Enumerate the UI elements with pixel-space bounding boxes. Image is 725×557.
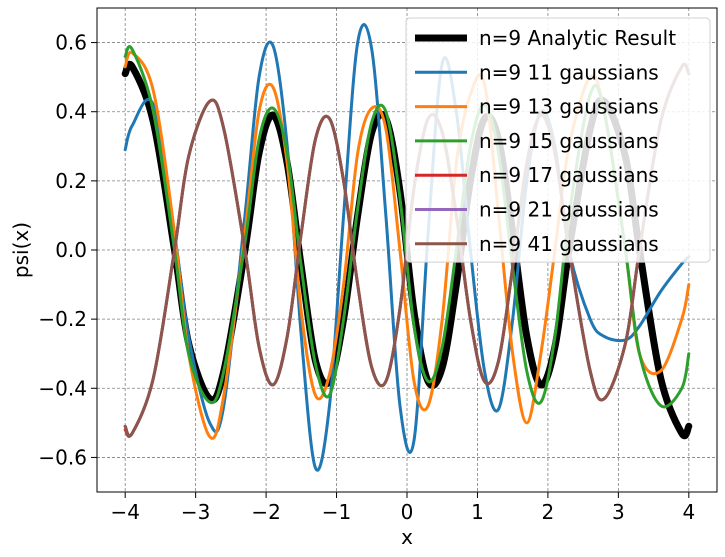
y-tick-label: 0.2 — [55, 169, 87, 193]
legend-label: n=9 21 gaussians — [479, 198, 659, 222]
axis-ticks: −4 −3 −2 −1 0 1 2 3 4 −0.6 −0.4 −0.2 0.0 0.2 0.4 0.6 — [38, 31, 695, 524]
legend: n=9 Analytic Result n=9 11 gaussians n=9 1… — [405, 17, 711, 263]
y-tick-label: −0.6 — [38, 445, 87, 469]
legend-label: n=9 15 gaussians — [479, 129, 659, 153]
x-axis-label: x — [401, 525, 413, 549]
y-tick-label: 0.4 — [55, 100, 87, 124]
y-tick-label: 0.0 — [55, 238, 87, 262]
x-tick-label: 1 — [471, 500, 484, 524]
y-tick-label: 0.6 — [55, 31, 87, 55]
legend-label: n=9 13 gaussians — [479, 95, 659, 119]
x-tick-label: 2 — [542, 500, 555, 524]
legend-label: n=9 Analytic Result — [479, 26, 676, 50]
y-tick-label: −0.2 — [38, 307, 87, 331]
x-tick-label: −3 — [181, 500, 210, 524]
x-tick-label: 0 — [401, 500, 414, 524]
legend-label: n=9 11 gaussians — [479, 60, 659, 84]
x-tick-label: 4 — [682, 500, 695, 524]
y-tick-label: −0.4 — [38, 376, 87, 400]
legend-label: n=9 41 gaussians — [479, 232, 659, 256]
x-tick-label: −4 — [110, 500, 139, 524]
x-tick-label: −1 — [322, 500, 351, 524]
x-tick-label: 3 — [612, 500, 625, 524]
y-axis-label: psi(x) — [9, 222, 33, 278]
legend-label: n=9 17 gaussians — [479, 163, 659, 187]
legend-box — [405, 17, 711, 263]
x-tick-label: −2 — [251, 500, 280, 524]
